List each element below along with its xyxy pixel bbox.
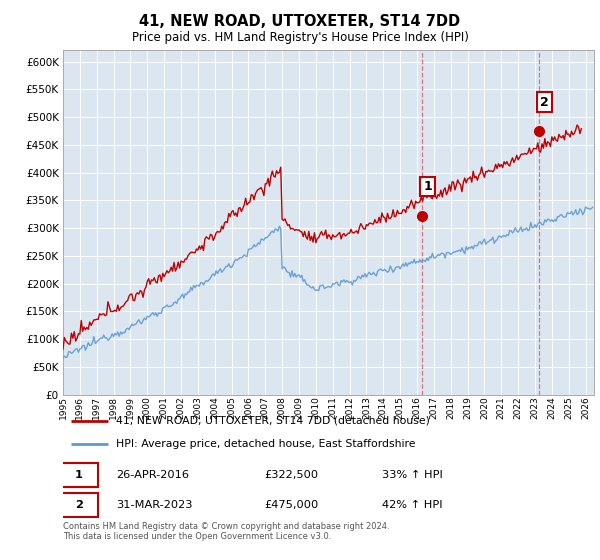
FancyBboxPatch shape	[61, 463, 98, 487]
Text: £475,000: £475,000	[265, 500, 319, 510]
Text: 42% ↑ HPI: 42% ↑ HPI	[382, 500, 442, 510]
Text: 1: 1	[75, 470, 83, 480]
FancyBboxPatch shape	[61, 493, 98, 517]
Text: 33% ↑ HPI: 33% ↑ HPI	[382, 470, 442, 480]
Text: 2: 2	[75, 500, 83, 510]
Text: 1: 1	[423, 180, 432, 193]
Text: 31-MAR-2023: 31-MAR-2023	[116, 500, 193, 510]
Text: Contains HM Land Registry data © Crown copyright and database right 2024.
This d: Contains HM Land Registry data © Crown c…	[63, 522, 389, 542]
Text: 26-APR-2016: 26-APR-2016	[116, 470, 189, 480]
Text: £322,500: £322,500	[265, 470, 319, 480]
Text: HPI: Average price, detached house, East Staffordshire: HPI: Average price, detached house, East…	[116, 439, 416, 449]
Text: Price paid vs. HM Land Registry's House Price Index (HPI): Price paid vs. HM Land Registry's House …	[131, 31, 469, 44]
Text: 2: 2	[540, 96, 548, 109]
Text: 41, NEW ROAD, UTTOXETER, ST14 7DD (detached house): 41, NEW ROAD, UTTOXETER, ST14 7DD (detac…	[116, 416, 430, 426]
Text: 41, NEW ROAD, UTTOXETER, ST14 7DD: 41, NEW ROAD, UTTOXETER, ST14 7DD	[139, 14, 461, 29]
